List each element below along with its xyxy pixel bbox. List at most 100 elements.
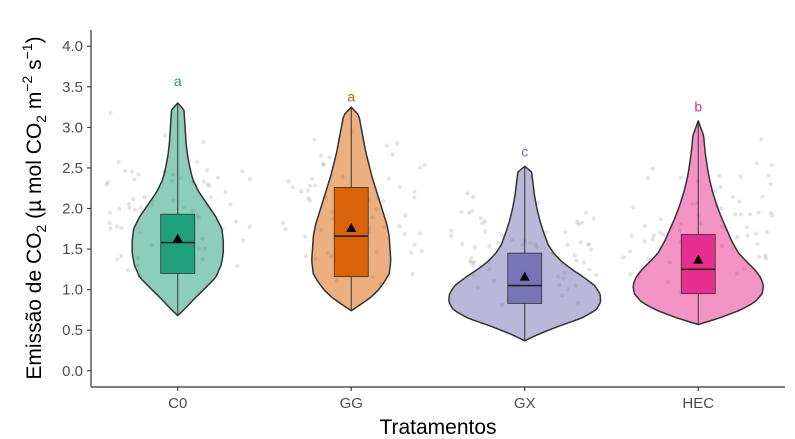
jitter-point <box>299 189 304 194</box>
jitter-point <box>757 254 762 260</box>
violin-group-c0: a <box>104 73 252 317</box>
y-tick-label: 1.0 <box>62 282 83 299</box>
jitter-point <box>108 226 113 231</box>
mean-marker <box>172 233 183 243</box>
jitter-point <box>247 224 252 229</box>
jitter-point <box>403 213 408 218</box>
jitter-point <box>107 210 113 215</box>
x-tick-label: C0 <box>168 395 187 412</box>
jitter-point <box>760 194 765 199</box>
jitter-point <box>205 168 210 173</box>
jitter-point <box>312 183 317 188</box>
jitter-point <box>472 259 477 264</box>
y-axis-title-superscript: −1 <box>19 43 35 59</box>
jitter-point <box>119 253 124 258</box>
x-axis-title: Tratamentos <box>379 416 496 439</box>
jitter-point <box>642 223 647 228</box>
jitter-point <box>591 216 596 221</box>
jitter-point <box>131 197 136 202</box>
violin-group-gg: a <box>281 89 428 312</box>
jitter-point <box>735 234 740 239</box>
jitter-point <box>402 231 407 236</box>
mean-marker <box>519 271 530 281</box>
jitter-point <box>460 241 465 246</box>
jitter-point <box>487 243 492 249</box>
jitter-point <box>471 263 476 268</box>
jitter-point <box>449 233 454 239</box>
jitter-point <box>223 190 228 195</box>
jitter-point <box>412 242 417 247</box>
jitter-point <box>309 176 314 181</box>
jitter-point <box>535 200 541 205</box>
y-axis-title-subscript: 2 <box>33 115 49 123</box>
jitter-point <box>628 272 633 277</box>
significance-letter: c <box>521 144 528 160</box>
jitter-point <box>587 267 592 272</box>
jitter-point <box>769 163 774 168</box>
y-tick-label: 1.5 <box>62 241 83 258</box>
x-tick-label: GG <box>340 395 363 412</box>
box <box>160 213 196 274</box>
jitter-point <box>286 179 291 184</box>
jitter-point <box>116 159 121 165</box>
jitter-point <box>417 231 423 236</box>
jitter-point <box>744 225 749 230</box>
jitter-point <box>381 199 386 204</box>
jitter-point <box>768 210 773 215</box>
jitter-point <box>136 172 141 177</box>
jitter-point <box>719 206 724 211</box>
jitter-point <box>201 179 206 184</box>
y-tick-label: 0.0 <box>62 363 83 380</box>
jitter-point <box>470 260 475 265</box>
jitter-point <box>129 169 135 174</box>
jitter-point <box>459 210 464 215</box>
jitter-point <box>127 205 132 210</box>
jitter-point <box>318 153 323 158</box>
y-tick-label: 2.5 <box>62 160 83 177</box>
jitter-point <box>763 256 768 261</box>
y-axis-ticks: 0.0 0.5 1.0 1.5 2.0 2.5 3.0 3.5 4.0 <box>62 38 91 380</box>
jitter-point <box>422 162 428 167</box>
box <box>680 234 716 295</box>
jitter-point <box>397 224 402 229</box>
y-axis-title-part: m <box>23 92 46 115</box>
jitter-point <box>544 230 549 235</box>
jitter-point <box>195 159 200 164</box>
y-axis-title-subscript: 2 <box>33 225 49 233</box>
jitter-point <box>321 162 326 167</box>
jitter-point <box>307 198 313 203</box>
jitter-point <box>645 257 651 262</box>
violin-group-gx: c <box>448 144 602 342</box>
jitter-point <box>496 240 501 245</box>
jitter-point <box>283 226 288 232</box>
jitter-point <box>755 241 760 247</box>
jitter-point <box>717 173 722 178</box>
jitter-point <box>469 256 474 261</box>
y-axis-title-part: Emissão de CO <box>23 233 46 380</box>
jitter-point <box>386 176 391 181</box>
jitter-point <box>572 253 577 258</box>
jitter-point <box>642 239 647 244</box>
jitter-point <box>234 219 239 224</box>
jitter-point <box>472 244 477 250</box>
jitter-point <box>327 155 332 160</box>
jitter-point <box>384 143 389 148</box>
jitter-point <box>586 242 592 247</box>
jitter-point <box>106 180 111 185</box>
jitter-point <box>114 224 119 229</box>
jitter-point <box>119 225 124 230</box>
box <box>333 187 369 278</box>
violin-group-hec: b <box>621 98 775 326</box>
jitter-point <box>419 249 424 254</box>
jitter-point <box>449 228 454 233</box>
jitter-point <box>308 183 313 188</box>
jitter-point <box>579 220 584 225</box>
jitter-point <box>142 195 147 200</box>
jitter-point <box>205 182 210 187</box>
jitter-point <box>132 177 137 182</box>
jitter-point <box>766 173 771 178</box>
jitter-point <box>395 141 400 146</box>
y-tick-label: 4.0 <box>62 38 83 55</box>
x-tick-label: HEC <box>682 395 714 412</box>
